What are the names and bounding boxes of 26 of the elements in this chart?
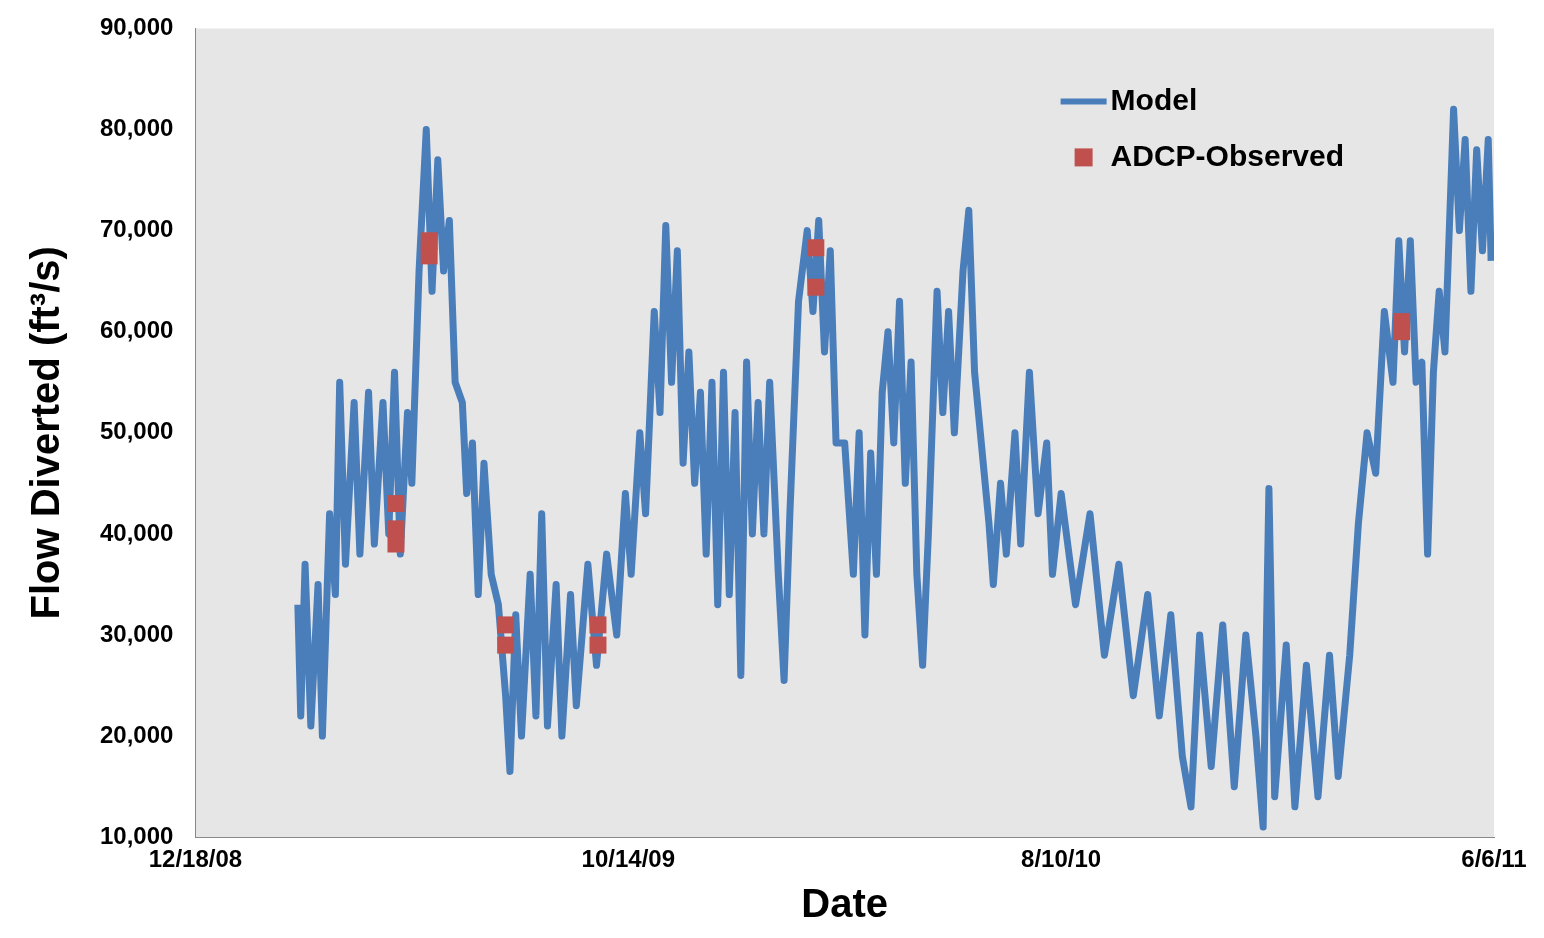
legend-label: Model [1110,82,1198,116]
x-tick-label: 10/14/09 [581,845,675,873]
point [387,495,405,513]
y-tick-label: 90,000 [100,13,174,41]
y-tick-label: 40,000 [100,518,174,546]
x-axis-title: Date [801,881,889,926]
point [589,636,607,654]
y-tick-label: 50,000 [100,417,174,445]
point [387,535,405,553]
y-tick-label: 80,000 [100,114,174,142]
point [807,278,825,296]
y-tick-label: 30,000 [100,619,174,647]
y-axis-title: Flow Diverted (ft³/s) [23,246,68,620]
point [589,616,607,634]
y-tick-label: 20,000 [100,720,174,748]
x-tick-label: 8/10/10 [1021,845,1102,873]
legend-label: ADCP-Observed [1110,138,1345,172]
x-tick-label: 6/6/11 [1461,845,1527,873]
y-tick-label: 60,000 [100,316,174,344]
y-tick-label: 70,000 [100,215,174,243]
point [420,247,438,265]
point [807,239,825,257]
point [497,616,515,634]
point [1393,323,1411,341]
point [497,636,515,654]
point [387,520,405,538]
